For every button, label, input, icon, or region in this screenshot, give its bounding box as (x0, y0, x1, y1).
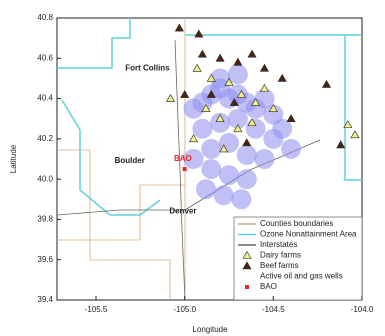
point (236, 89, 246, 98)
point (210, 68, 231, 89)
point (215, 53, 225, 62)
point (219, 144, 229, 153)
legend-marker (242, 261, 252, 270)
point (336, 140, 346, 149)
legend-box (233, 216, 363, 301)
legend-label: Dairy farms (260, 251, 301, 260)
city-label: Denver (169, 206, 196, 215)
point (180, 89, 190, 98)
point (227, 64, 248, 85)
point (210, 112, 231, 133)
point (182, 167, 187, 172)
point (183, 149, 204, 169)
point (233, 124, 243, 133)
y-tick-label: 39.8 (37, 215, 53, 224)
county-line (57, 184, 185, 241)
point (192, 118, 213, 139)
legend-label: Active oil and gas wells (260, 272, 343, 281)
legend-label: Ozone Nonattainment Area (260, 230, 357, 239)
y-axis-label: Latitude (9, 144, 18, 173)
legend-label: Beef farms (260, 261, 299, 270)
point (233, 57, 243, 66)
point (213, 185, 234, 206)
legend-label: Interstates (260, 240, 297, 249)
county-line (57, 149, 171, 300)
legend-marker (242, 250, 252, 259)
x-tick-label: -104.0 (351, 305, 374, 314)
point (197, 49, 207, 58)
x-axis-label: Longitude (192, 325, 228, 334)
city-label: Boulder (115, 156, 145, 165)
point (247, 118, 257, 127)
interstate (174, 39, 186, 301)
point (189, 134, 199, 143)
point (206, 89, 216, 98)
point (192, 63, 202, 72)
ozone-line (57, 18, 131, 69)
point (215, 114, 225, 123)
point (242, 138, 252, 147)
y-tick-label: 40.0 (37, 174, 53, 183)
point (268, 104, 278, 112)
point (224, 77, 234, 86)
point (254, 88, 275, 109)
y-tick-label: 40.8 (37, 13, 53, 22)
point (251, 97, 261, 106)
point (165, 93, 176, 102)
point (229, 97, 239, 106)
point (247, 49, 257, 58)
legend-marker (245, 285, 249, 289)
point (281, 138, 302, 159)
point (206, 73, 216, 82)
point (194, 29, 204, 38)
point (286, 114, 296, 123)
interstate (56, 209, 185, 216)
point (201, 104, 211, 112)
ozone-line (344, 35, 362, 181)
point (236, 144, 257, 165)
y-tick-label: 39.4 (37, 295, 53, 304)
y-tick-label: 39.6 (37, 255, 53, 264)
point (259, 83, 269, 92)
point (174, 23, 184, 32)
point (259, 63, 269, 72)
point (263, 128, 284, 149)
point (322, 79, 332, 88)
legend-label: Counties boundaries (260, 219, 333, 228)
y-tick-label: 40.6 (37, 53, 53, 62)
point (195, 179, 216, 200)
city-label: Fort Collins (125, 63, 170, 72)
point (201, 159, 222, 180)
point (350, 130, 360, 139)
legend-label: BAO (260, 282, 277, 291)
ozone-line (61, 99, 161, 216)
point (236, 169, 257, 190)
point (277, 73, 287, 82)
point (227, 108, 248, 129)
point (219, 165, 240, 186)
y-tick-label: 40.4 (37, 94, 53, 103)
x-tick-label: -105.5 (85, 305, 108, 314)
x-tick-label: -104.5 (262, 305, 285, 314)
point (201, 138, 222, 159)
point (254, 149, 275, 169)
y-tick-label: 40.2 (37, 134, 53, 143)
point (245, 118, 266, 139)
point (231, 189, 252, 210)
x-tick-label: -105.0 (173, 305, 196, 314)
point (343, 120, 353, 129)
city-label: BAO (174, 154, 192, 163)
